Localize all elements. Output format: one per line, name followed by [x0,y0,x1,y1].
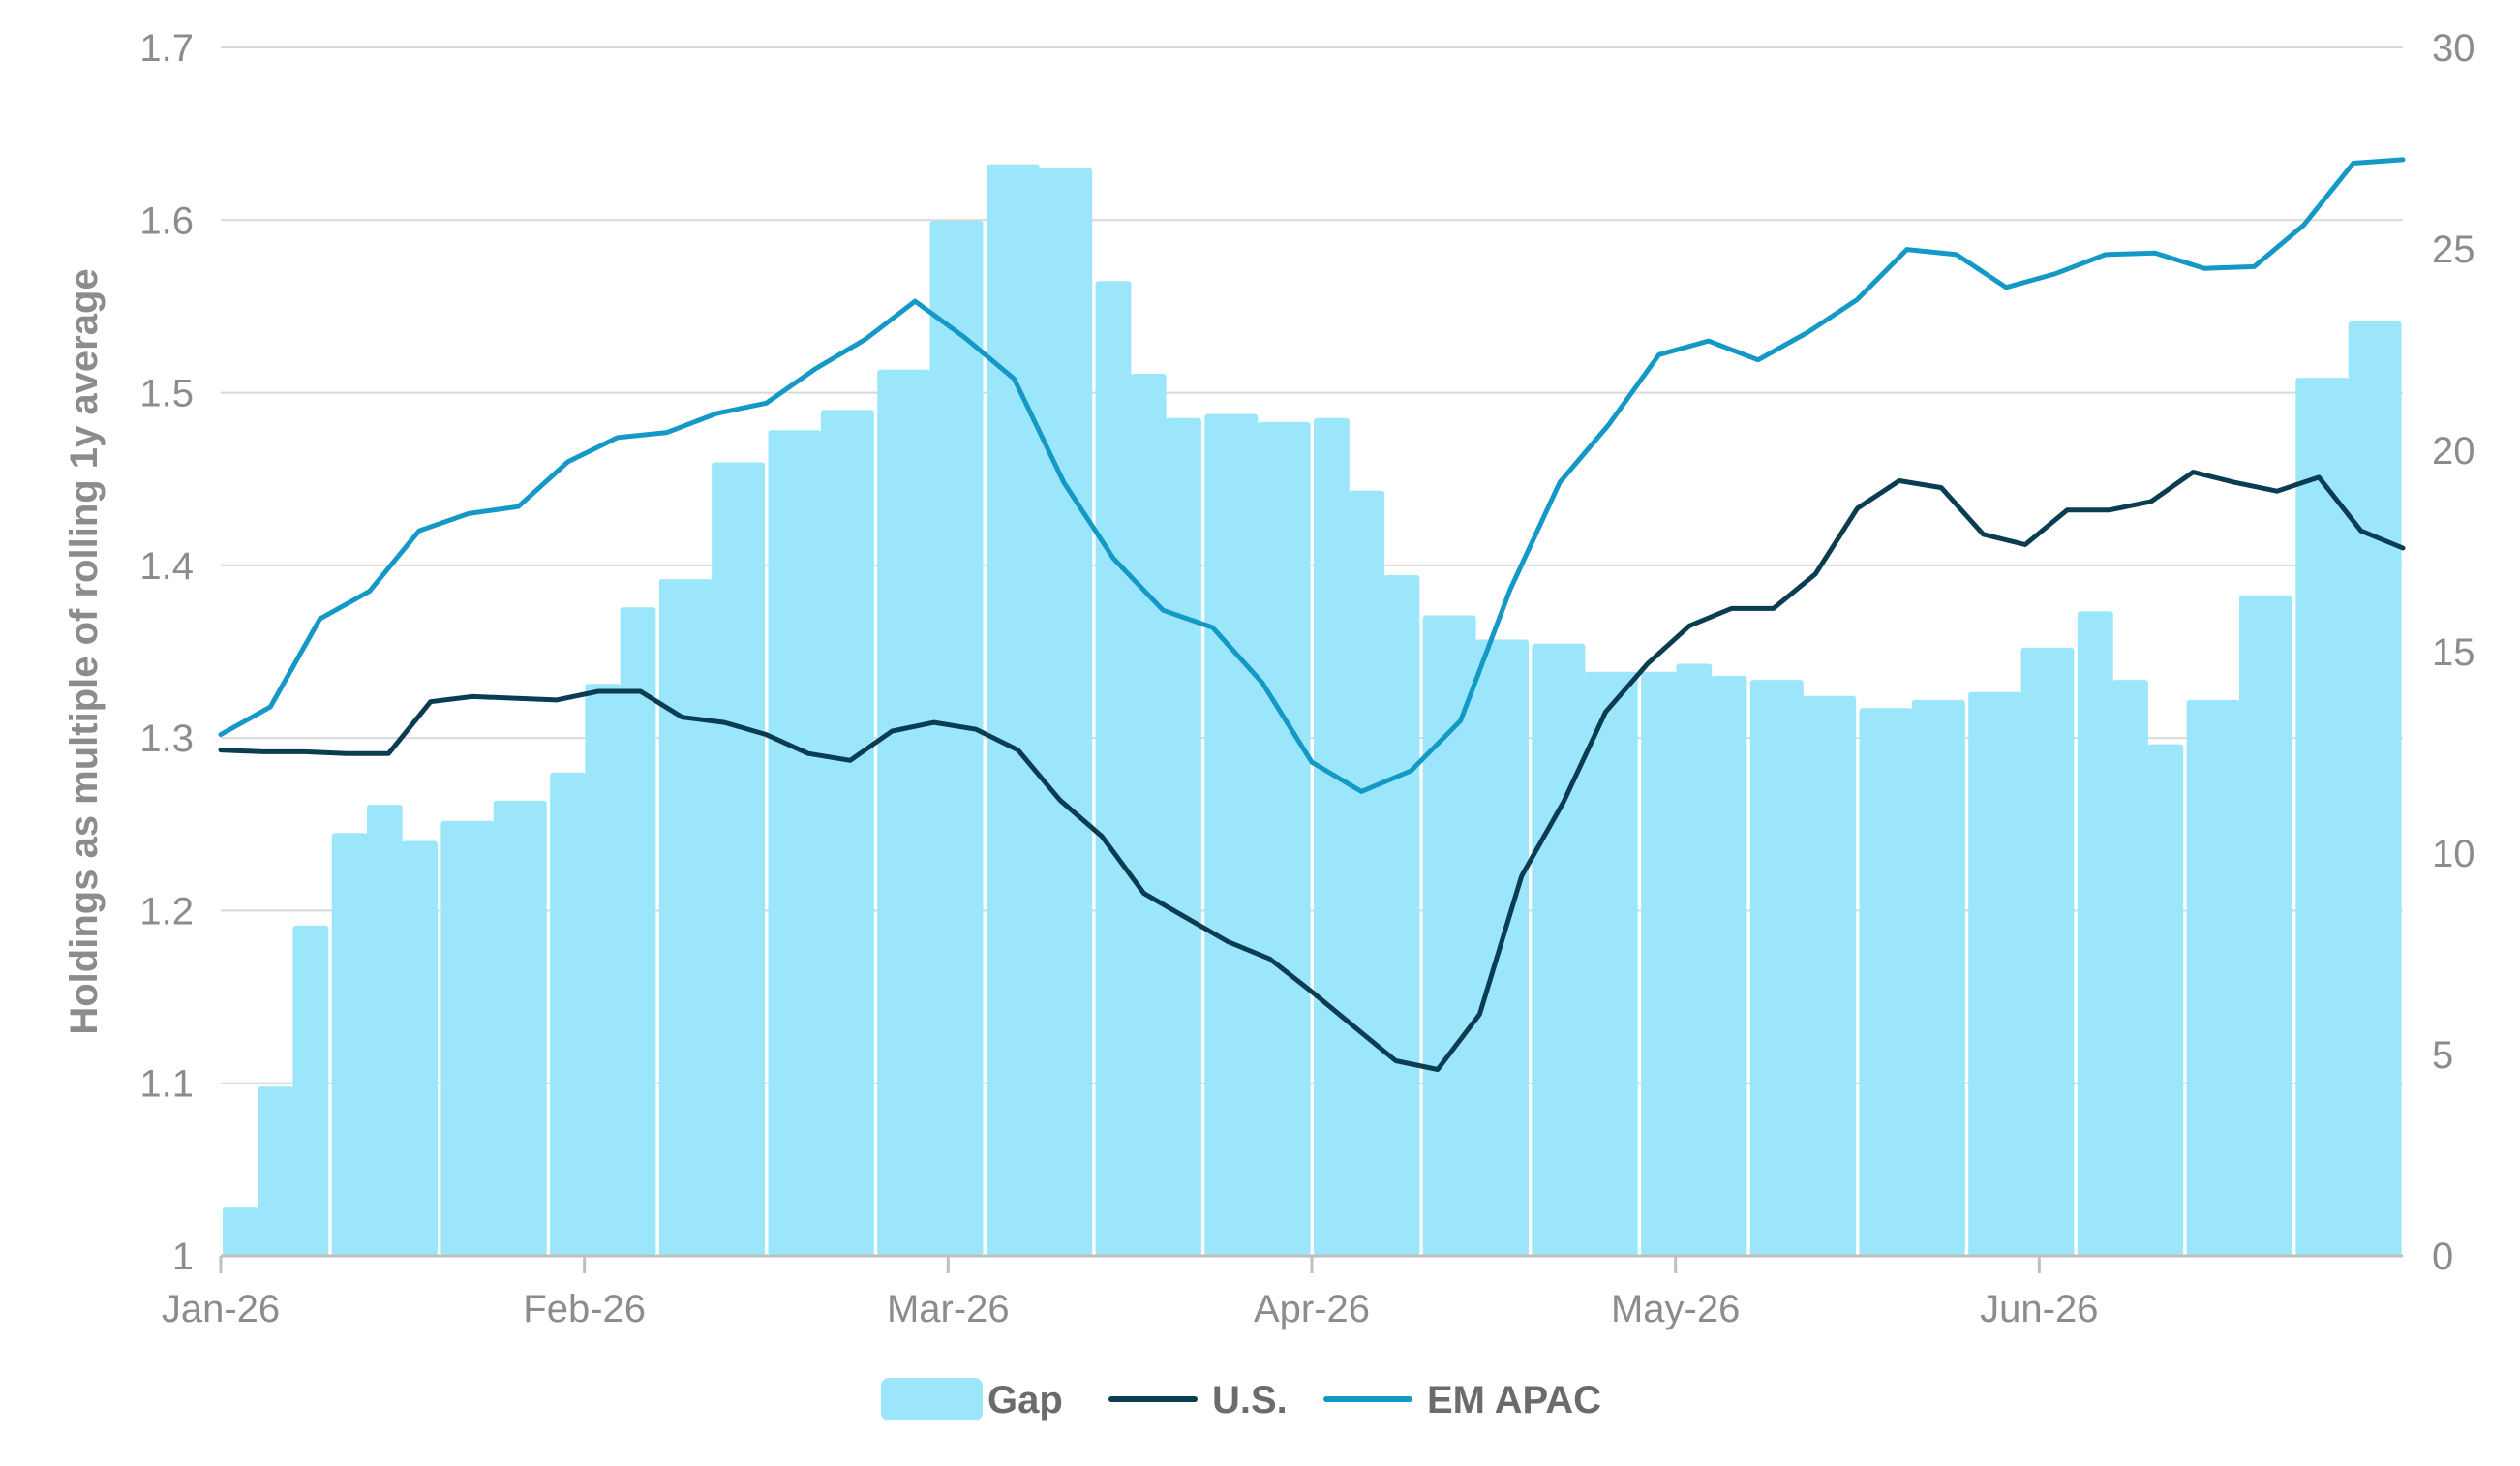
x-tick-label: Jun-26 [1980,1288,2098,1330]
gap-bar [2348,321,2402,1256]
gap-bar [331,833,368,1256]
gap-bar [1584,671,1638,1256]
legend-label: Gap [987,1379,1063,1421]
gap-bar [1911,699,1965,1256]
x-tick-label: May-26 [1611,1288,1740,1330]
left-tick-label: 1.2 [139,890,194,932]
gap-bar [2295,378,2350,1256]
gap-bar [2020,647,2075,1256]
left-tick-label: 1 [172,1236,194,1278]
right-tick-label: 15 [2432,631,2475,674]
x-tick-label: Feb-26 [523,1288,646,1330]
gap-bar [929,220,984,1256]
gap-bar [258,1086,294,1256]
series-lines [218,157,2406,1072]
right-tick-label: 0 [2432,1236,2453,1278]
gap-bar [585,684,622,1256]
gridlines [221,46,2403,1084]
right-tick-label: 10 [2432,833,2475,875]
gap-bar [768,430,822,1256]
gap-bar [1532,643,1586,1256]
left-tick-label: 1.6 [139,199,194,242]
gap-bar [1859,708,1913,1256]
gap-bar [1968,691,2022,1256]
right-y-axis-ticks: 30 25 20 15 10 5 0 [2432,27,2475,1278]
gap-bar [1257,421,1311,1256]
legend-swatch-box [881,1378,983,1420]
gap-bar [1204,413,1259,1256]
x-axis-ticks: Jan-26 Feb-26 Mar-26 Apr-26 May-26 Jun-26 [162,1256,2098,1330]
gap-bar [2186,699,2240,1256]
gap-bar [366,805,403,1256]
gap-bar [2112,680,2148,1256]
gap-bar [1422,615,1476,1256]
x-tick-label: Apr-26 [1254,1288,1370,1330]
gap-bar [1803,695,1857,1256]
gap-bar [1641,671,1677,1256]
legend-label: EM APAC [1427,1379,1601,1421]
gap-bar [223,1207,258,1256]
gap-bar [402,840,438,1256]
gap-bar [712,462,766,1257]
gap-bar [2238,595,2292,1256]
gap-bar [1314,417,1350,1257]
us-line [218,470,2406,1072]
right-tick-label: 25 [2432,229,2475,271]
gap-bar [1039,168,1093,1256]
gap-bar [550,772,586,1256]
gap-bars [223,164,2402,1257]
gap-bar [986,164,1040,1256]
left-tick-label: 1.5 [139,373,194,415]
gap-bar [877,369,931,1256]
gap-bar [1749,680,1804,1256]
gap-bar [1130,373,1167,1257]
gap-bar [292,925,329,1256]
left-tick-label: 1.7 [139,27,194,70]
legend-label: U.S. [1212,1379,1288,1421]
left-tick-label: 1.3 [139,718,194,760]
gap-bar [620,607,656,1256]
gap-bar [1095,281,1132,1256]
gap-bar [2147,744,2184,1256]
left-y-axis-ticks: 1.7 1.6 1.5 1.4 1.3 1.2 1.1 1 [139,27,194,1278]
gap-bar [440,820,495,1256]
y-axis-title: Holdings as multiple of rolling 1y avera… [63,268,106,1034]
gap-bar [820,410,874,1256]
right-tick-label: 20 [2432,430,2475,473]
x-tick-label: Mar-26 [887,1288,1010,1330]
left-tick-label: 1.1 [139,1063,194,1106]
legend-item: U.S. [1108,1379,1288,1421]
right-tick-label: 5 [2432,1034,2453,1077]
gap-bar [658,579,713,1256]
gap-bar [1676,663,1713,1256]
gap-bar [1349,490,1385,1257]
legend-item: EM APAC [1323,1379,1601,1421]
gap-bar [2077,611,2113,1256]
x-tick-label: Jan-26 [162,1288,280,1330]
legend-item: Gap [881,1378,1063,1421]
legend: Gap U.S. EM APAC [881,1378,1601,1421]
gap-bar [1383,574,1420,1256]
gap-bar [1166,417,1201,1257]
right-tick-label: 30 [2432,27,2475,70]
left-tick-label: 1.4 [139,545,194,588]
gap-bar [493,800,547,1256]
gap-bar [1711,675,1747,1256]
em-apac-line [218,157,2406,794]
